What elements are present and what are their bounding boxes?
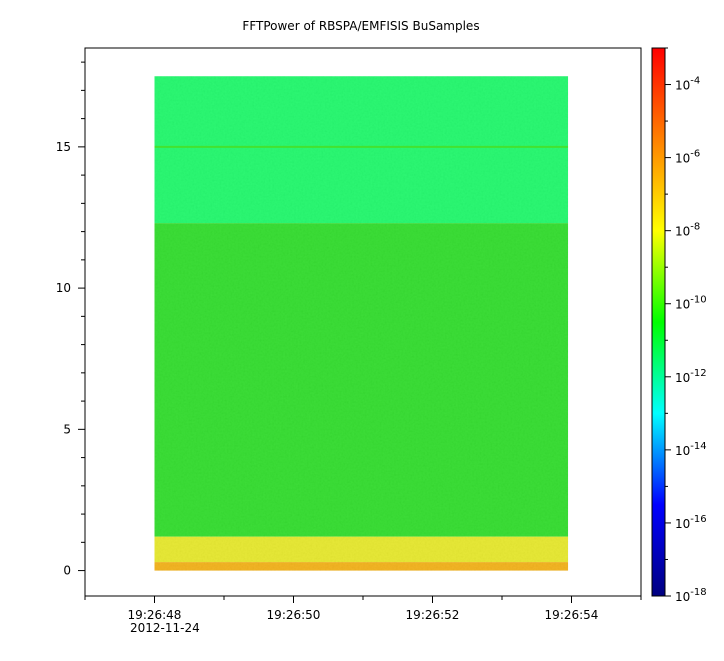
colorbar-tick-label: 10-18 xyxy=(675,587,707,604)
x-tick-label: 19:26:48 xyxy=(128,608,182,622)
colorbar-tick-label: 10-6 xyxy=(675,149,700,166)
x-tick-label: 19:26:50 xyxy=(267,608,321,622)
colorbar-tick-label: 10-10 xyxy=(675,295,707,312)
x-axis: 19:26:48 19:26:50 19:26:52 19:26:54 xyxy=(84,596,642,622)
y-axis: 0 5 10 15 xyxy=(56,61,85,578)
y-tick-label: 0 xyxy=(63,564,71,578)
colorbar-tick-label: 10-16 xyxy=(675,514,707,531)
chart-title: FFTPower of RBSPA/EMFISIS BuSamples xyxy=(242,19,479,33)
colorbar-tick-label: 10-14 xyxy=(675,441,707,458)
y-tick-label: 10 xyxy=(56,281,71,295)
colorbar-gradient xyxy=(651,47,666,597)
colorbar-tick-label: 10-4 xyxy=(675,76,700,93)
heatmap-layer xyxy=(154,76,569,571)
colorbar-tick-label: 10-8 xyxy=(675,222,700,239)
x-tick-label: 19:26:54 xyxy=(545,608,599,622)
y-tick-label: 5 xyxy=(63,422,71,436)
heatmap-texture xyxy=(154,76,569,571)
x-date-label: 2012-11-24 xyxy=(130,621,200,635)
y-tick-label: 15 xyxy=(56,140,71,154)
colorbar-tick-label: 10-12 xyxy=(675,368,707,385)
colorbar: 10-4 10-6 10-8 10-10 10-12 10-14 10-16 10-18 xyxy=(651,47,707,604)
x-tick-label: 19:26:52 xyxy=(406,608,460,622)
